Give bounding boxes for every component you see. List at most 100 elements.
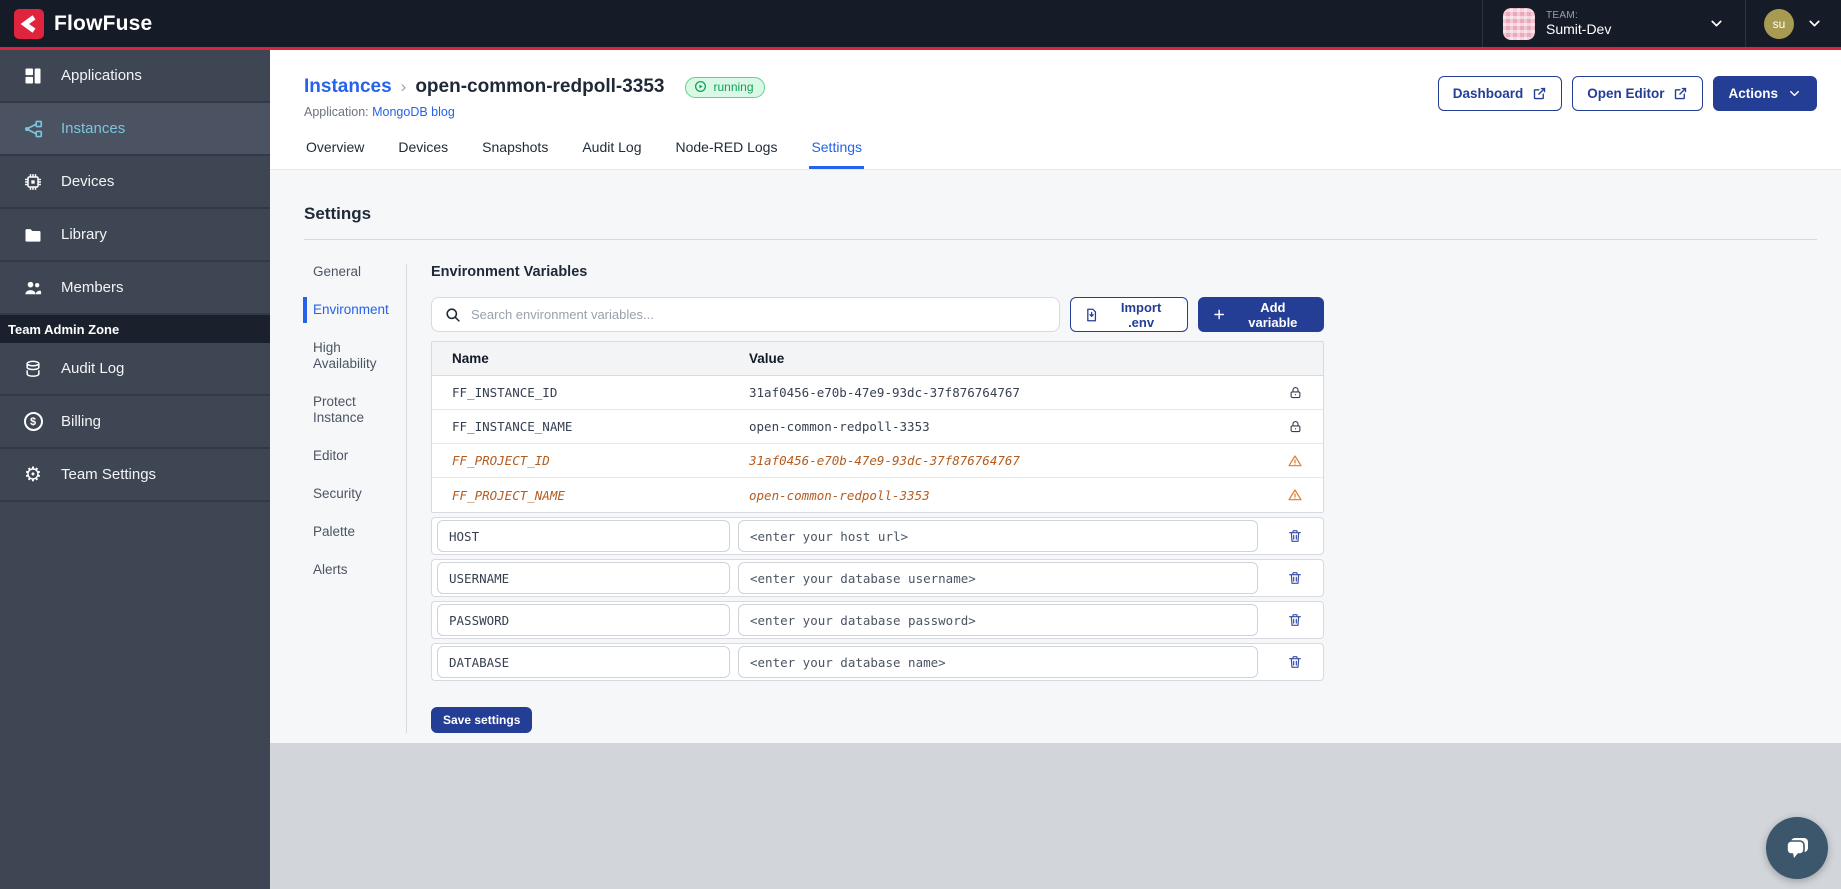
sidebar-item-library[interactable]: Library: [0, 209, 270, 262]
sidebar-item-members[interactable]: Members: [0, 262, 270, 315]
delete-variable-button[interactable]: [1285, 526, 1305, 546]
user-menu[interactable]: su: [1746, 0, 1841, 47]
external-link-icon: [1675, 87, 1687, 100]
delete-variable-button[interactable]: [1285, 652, 1305, 672]
sidebar-item-team-settings[interactable]: ⚙ Team Settings: [0, 449, 270, 502]
section-title: Environment Variables: [431, 264, 588, 280]
folder-icon: [22, 224, 44, 246]
table-row-deprecated: FF_PROJECT_ID 31af0456-e70b-47e9-93dc-37…: [432, 444, 1323, 478]
tab-devices[interactable]: Devices: [398, 139, 449, 155]
env-editable-row: [431, 559, 1324, 597]
tab-snapshots[interactable]: Snapshots: [482, 139, 549, 155]
dashboard-button[interactable]: Dashboard: [1437, 76, 1563, 111]
sidebar-item-label: Team Settings: [61, 466, 157, 483]
table-row-deprecated: FF_PROJECT_NAME open-common-redpoll-3353: [432, 478, 1323, 512]
warning-icon: [1288, 489, 1302, 501]
flowfuse-brand[interactable]: FlowFuse: [14, 8, 152, 39]
sidebar-item-label: Members: [61, 279, 124, 296]
instances-icon: [22, 118, 44, 140]
env-name-input[interactable]: [437, 562, 730, 594]
team-admin-zone-label: Team Admin Zone: [0, 315, 270, 343]
settings-nav-alerts[interactable]: Alerts: [313, 562, 348, 577]
sidebar-item-label: Library: [61, 226, 107, 243]
environment-section: Environment Variables Import .env A: [431, 264, 1324, 733]
user-avatar: su: [1764, 8, 1794, 39]
env-value-input[interactable]: [738, 562, 1258, 594]
dashboard-button-label: Dashboard: [1452, 86, 1524, 101]
env-value-input[interactable]: [738, 520, 1258, 552]
env-var-value: open-common-redpoll-3353: [749, 487, 930, 503]
sidebar-item-applications[interactable]: Applications: [0, 50, 270, 103]
application-link[interactable]: MongoDB blog: [372, 105, 455, 119]
delete-variable-button[interactable]: [1285, 610, 1305, 630]
dollar-circle-icon: $: [22, 411, 44, 433]
flowfuse-logo-icon: [14, 8, 44, 39]
actions-button[interactable]: Actions: [1713, 76, 1817, 111]
sidebar-item-devices[interactable]: Devices: [0, 156, 270, 209]
env-editable-row: [431, 643, 1324, 681]
trash-icon: [1289, 614, 1301, 626]
chat-icon: [1786, 838, 1808, 858]
tab-overview[interactable]: Overview: [306, 139, 365, 155]
users-icon: [22, 277, 44, 299]
env-name-input[interactable]: [437, 604, 730, 636]
env-value-input[interactable]: [738, 604, 1258, 636]
settings-nav-high-availability[interactable]: High Availability: [313, 340, 377, 371]
env-var-value: open-common-redpoll-3353: [749, 419, 930, 434]
column-header-name: Name: [452, 351, 489, 366]
team-label: TEAM:: [1546, 9, 1579, 21]
page-footer-area: [270, 743, 1841, 889]
breadcrumb-instances-link[interactable]: Instances: [304, 76, 392, 97]
add-variable-button[interactable]: Add variable: [1198, 297, 1324, 332]
env-editable-row: [431, 601, 1324, 639]
env-var-name: FF_INSTANCE_NAME: [452, 419, 573, 434]
tab-node-red-logs[interactable]: Node-RED Logs: [675, 139, 778, 155]
tab-audit-log[interactable]: Audit Log: [582, 139, 642, 155]
external-link-icon: [1534, 87, 1546, 100]
save-settings-button[interactable]: Save settings: [431, 707, 533, 733]
import-env-button[interactable]: Import .env: [1069, 297, 1189, 332]
table-row: FF_INSTANCE_ID 31af0456-e70b-47e9-93dc-3…: [432, 376, 1323, 410]
env-var-name: FF_PROJECT_NAME: [452, 487, 565, 503]
settings-nav-security[interactable]: Security: [313, 486, 362, 501]
env-editable-row: [431, 517, 1324, 555]
sidebar-item-label: Instances: [61, 120, 126, 137]
delete-variable-button[interactable]: [1285, 568, 1305, 588]
plus-icon: [1214, 309, 1225, 320]
settings-nav-palette[interactable]: Palette: [313, 524, 356, 539]
chat-widget-button[interactable]: [1766, 817, 1828, 879]
settings-nav-editor[interactable]: Editor: [313, 448, 349, 463]
sidebar-item-billing[interactable]: $ Billing: [0, 396, 270, 449]
search-input[interactable]: [471, 307, 1047, 322]
settings-nav-protect-instance[interactable]: Protect Instance: [313, 394, 365, 425]
env-name-input[interactable]: [437, 646, 730, 678]
table-row: FF_INSTANCE_NAME open-common-redpoll-335…: [432, 410, 1323, 444]
trash-icon: [1289, 530, 1301, 542]
tab-settings[interactable]: Settings: [809, 131, 865, 169]
settings-nav-general[interactable]: General: [313, 264, 362, 279]
open-editor-button[interactable]: Open Editor: [1572, 76, 1704, 111]
env-value-input[interactable]: [738, 646, 1258, 678]
page-header: Instances › open-common-redpoll-3353 run…: [270, 50, 1841, 170]
file-import-icon: [1086, 308, 1096, 321]
env-var-value: 31af0456-e70b-47e9-93dc-37f876764767: [749, 385, 1020, 400]
navbar-divider: [1482, 0, 1483, 47]
sidebar-item-audit-log[interactable]: Audit Log: [0, 343, 270, 396]
warning-icon: [1288, 454, 1302, 466]
team-switcher[interactable]: TEAM: Sumit-Dev: [1483, 0, 1745, 47]
instance-tabs: Overview Devices Snapshots Audit Log Nod…: [304, 131, 1817, 169]
env-name-input[interactable]: [437, 520, 730, 552]
sidebar-item-instances[interactable]: Instances: [0, 103, 270, 156]
sidebar-item-label: Applications: [61, 67, 142, 84]
sidebar: Applications Instances Devices Library M…: [0, 50, 270, 889]
settings-nav: General Environment High Availability Pr…: [303, 264, 407, 733]
settings-nav-environment[interactable]: Environment: [303, 297, 400, 323]
application-line: Application: MongoDB blog: [304, 105, 765, 119]
column-header-value: Value: [749, 351, 785, 366]
navbar-divider: [1745, 0, 1746, 47]
page-title: Settings: [304, 204, 372, 223]
chip-icon: [22, 171, 44, 193]
chevron-down-icon: [1711, 20, 1722, 27]
env-var-name: FF_PROJECT_ID: [452, 453, 550, 468]
lock-icon: [1290, 420, 1300, 433]
